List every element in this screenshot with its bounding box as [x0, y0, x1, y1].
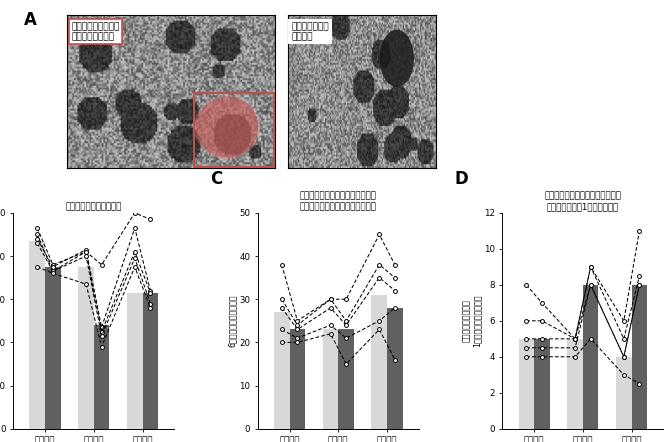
Bar — [567, 339, 583, 429]
Bar — [45, 267, 61, 429]
Bar — [371, 295, 387, 429]
Title: オキシトシン神経のパルス状活動
（巣にいる時といない時の合計）: オキシトシン神経のパルス状活動 （巣にいる時といない時の合計） — [300, 191, 377, 211]
Text: D: D — [454, 170, 468, 188]
Text: C: C — [210, 170, 222, 188]
Bar — [289, 329, 306, 429]
Bar — [534, 339, 549, 429]
Bar — [519, 339, 534, 429]
Text: 巣の中で母マウスが
仔の上にしゃがむ: 巣の中で母マウスが 仔の上にしゃがむ — [71, 22, 120, 42]
Ellipse shape — [196, 96, 258, 157]
Bar — [194, 93, 274, 167]
Title: 母マウスが巣にいる時間: 母マウスが巣にいる時間 — [66, 202, 122, 211]
Y-axis label: 母マウスが巣にいる
1時間あたりのパルス数: 母マウスが巣にいる 1時間あたりのパルス数 — [462, 294, 482, 347]
Bar — [338, 329, 354, 429]
Bar — [323, 329, 338, 429]
Bar — [583, 285, 598, 429]
Ellipse shape — [380, 30, 414, 87]
Bar — [94, 325, 109, 429]
Bar — [274, 312, 289, 429]
Bar — [616, 357, 632, 429]
Text: 母マウスが巣の
外にいる: 母マウスが巣の 外にいる — [291, 22, 329, 42]
Bar — [632, 285, 647, 429]
Title: オキシトシン神経のパルス状活動
（巣にいる時の1時間あたり）: オキシトシン神経のパルス状活動 （巣にいる時の1時間あたり） — [545, 191, 621, 211]
Bar — [127, 293, 143, 429]
Text: A: A — [23, 11, 36, 29]
Bar — [387, 308, 403, 429]
Bar — [78, 267, 94, 429]
Ellipse shape — [194, 95, 260, 160]
Y-axis label: 6時間当たりのパルス数: 6時間当たりのパルス数 — [228, 294, 237, 347]
Bar — [143, 293, 158, 429]
Bar — [29, 241, 45, 429]
